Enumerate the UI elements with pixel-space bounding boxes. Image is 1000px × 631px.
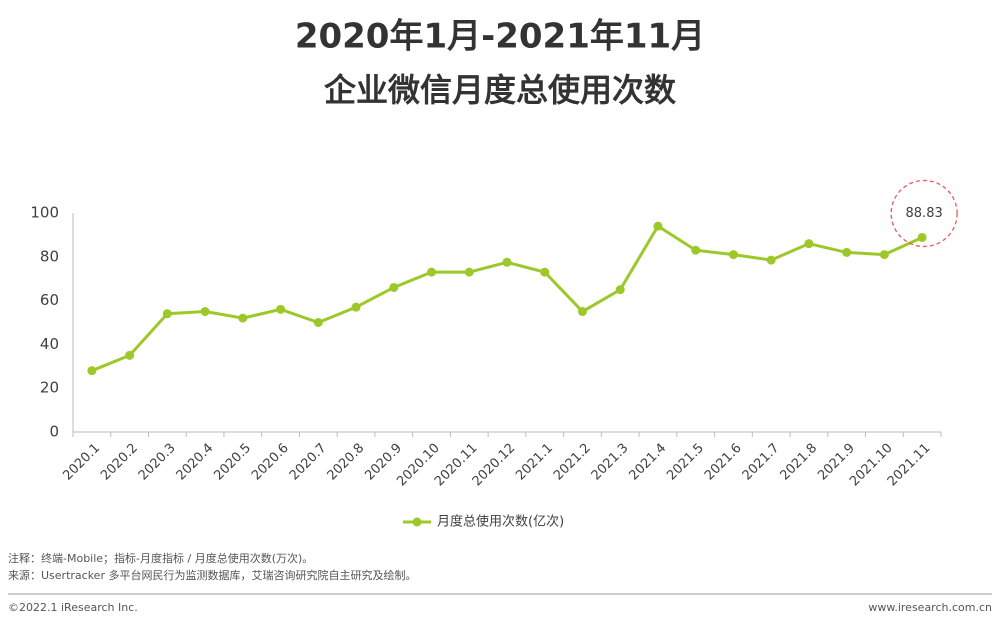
point bbox=[351, 302, 361, 312]
point bbox=[577, 307, 587, 317]
x-tick-label: 2020.4 bbox=[174, 441, 217, 484]
point bbox=[728, 250, 738, 260]
point bbox=[842, 247, 852, 257]
x-tick-label: 2021.5 bbox=[664, 441, 707, 484]
y-tick-label: 20 bbox=[40, 379, 59, 397]
point bbox=[87, 366, 97, 376]
y-tick-label: 60 bbox=[40, 291, 59, 309]
x-tick-label: 2020.8 bbox=[325, 441, 368, 484]
x-tick-label: 2021.4 bbox=[626, 441, 669, 484]
y-tick-label: 40 bbox=[40, 335, 59, 353]
point bbox=[313, 318, 323, 327]
highlight-ring bbox=[890, 179, 958, 248]
footer-left: ©2022.1 iResearch Inc. bbox=[8, 601, 138, 614]
point bbox=[766, 255, 776, 265]
x-tick-label: 2020.5 bbox=[211, 441, 254, 484]
x-tick-label: 2021.8 bbox=[777, 441, 820, 484]
x-tick-label: 2021.3 bbox=[589, 441, 632, 484]
legend-marker bbox=[412, 517, 422, 527]
point bbox=[464, 267, 474, 277]
series-line bbox=[91, 224, 923, 373]
point bbox=[238, 313, 248, 323]
point bbox=[879, 250, 889, 260]
x-tick-label: 2020.3 bbox=[136, 441, 179, 484]
chart-subtitle: 企业微信月度总使用次数 bbox=[324, 71, 677, 109]
note: 注释：终端-Mobile；指标-月度指标 / 月度总使用次数(万次)。 bbox=[8, 551, 313, 565]
x-tick-label: 2021.6 bbox=[702, 441, 745, 484]
point bbox=[389, 282, 399, 292]
chart-title: 2020年1月-2021年11月 bbox=[295, 17, 705, 57]
x-tick-label: 2020.6 bbox=[249, 441, 292, 484]
y-tick-label: 80 bbox=[40, 247, 59, 265]
point bbox=[162, 309, 172, 319]
point bbox=[125, 350, 135, 360]
point bbox=[804, 239, 814, 249]
point bbox=[427, 267, 437, 277]
x-tick-label: 2021.1 bbox=[513, 441, 556, 484]
x-tick-label: 2020.7 bbox=[287, 441, 330, 484]
point bbox=[917, 232, 927, 242]
y-tick-label: 0 bbox=[49, 423, 59, 441]
point bbox=[691, 245, 701, 255]
y-tick-label: 100 bbox=[30, 204, 59, 222]
point bbox=[200, 307, 210, 317]
point bbox=[615, 285, 625, 295]
footer-right: www.iresearch.com.cn bbox=[868, 601, 992, 614]
data-label: 88.83 bbox=[906, 206, 943, 221]
point bbox=[540, 267, 550, 277]
x-tick-label: 2020.2 bbox=[98, 441, 141, 484]
point bbox=[653, 221, 663, 231]
point bbox=[276, 304, 286, 314]
x-tick-label: 2021.7 bbox=[740, 441, 783, 484]
legend-label: 月度总使用次数(亿次) bbox=[437, 514, 564, 530]
note: 来源：Usertracker 多平台网民行为监测数据库，艾瑞咨询研究院自主研究及… bbox=[8, 568, 416, 582]
x-tick-label: 2021.2 bbox=[551, 441, 594, 484]
point bbox=[502, 257, 512, 267]
x-tick-label: 2020.1 bbox=[60, 441, 103, 484]
